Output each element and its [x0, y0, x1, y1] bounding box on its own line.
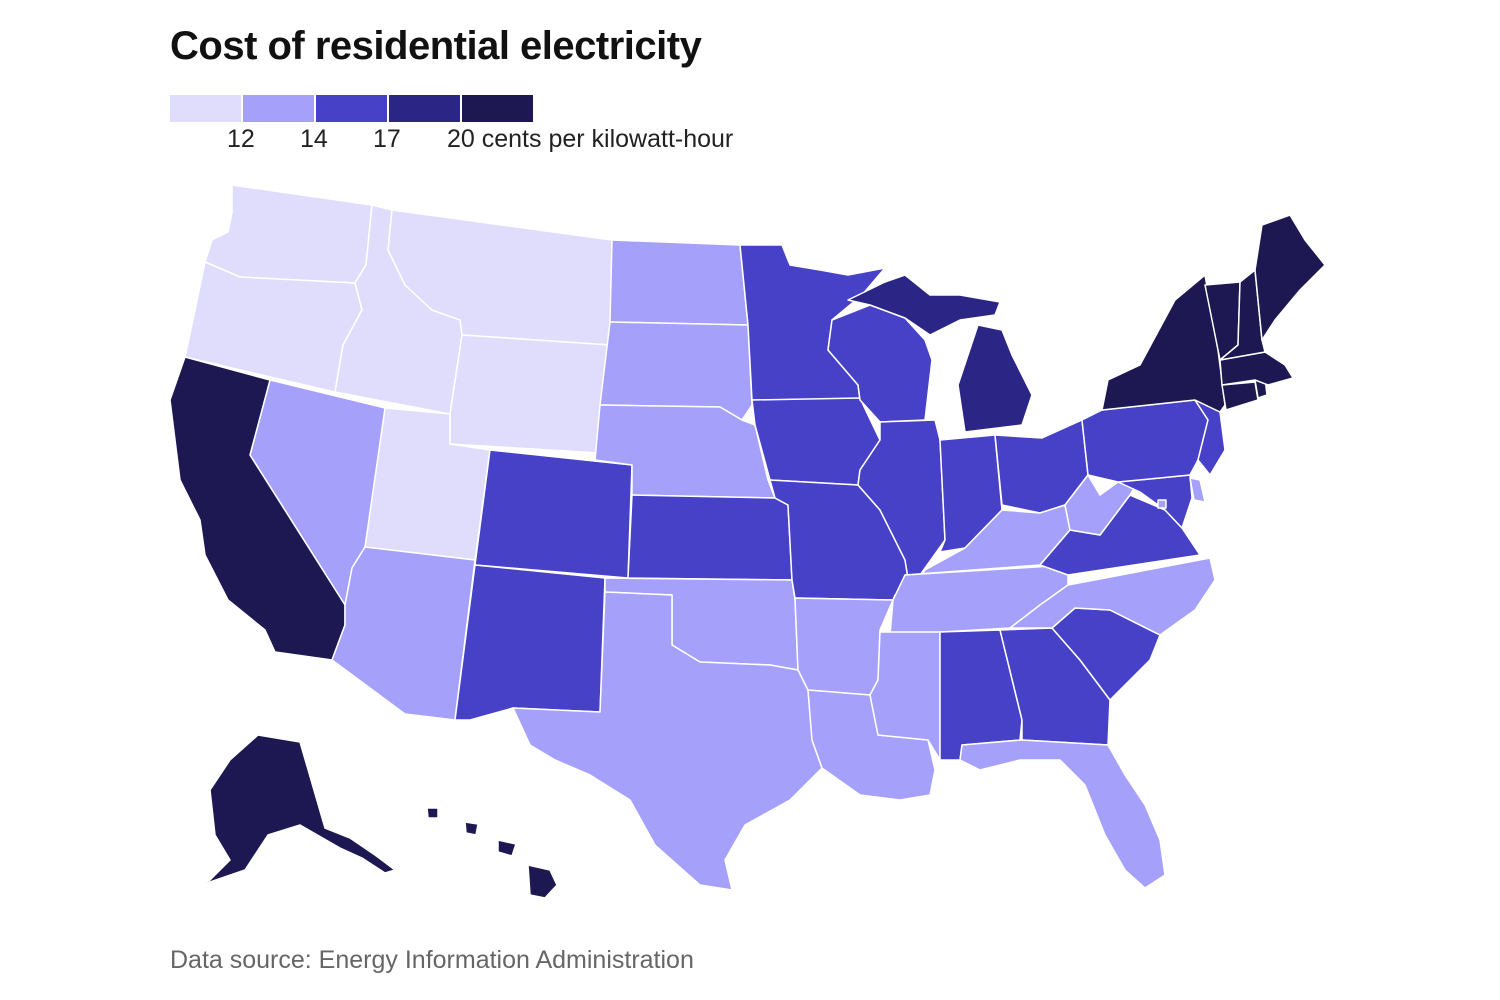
- state-DE: [1189, 477, 1206, 503]
- state-MI: [957, 324, 1033, 433]
- state-AZ: [331, 546, 476, 721]
- legend-swatch-tier3: [316, 95, 387, 122]
- map-title: Cost of residential electricity: [170, 24, 702, 68]
- legend-swatch-tier2: [243, 95, 314, 122]
- state-WA: [204, 184, 373, 284]
- legend-swatch-tier4: [389, 95, 460, 122]
- state-HI-kauai: [426, 807, 439, 819]
- state-CT: [1221, 381, 1259, 411]
- state-AK: [179, 734, 396, 901]
- state-ND: [609, 239, 749, 326]
- state-CO: [474, 449, 633, 579]
- state-HI-oahu: [464, 821, 479, 836]
- data-source-note: Data source: Energy Information Administ…: [170, 946, 694, 974]
- legend-tick-17: 17: [373, 125, 401, 153]
- state-HI-big: [527, 864, 558, 899]
- state-DC: [1157, 499, 1167, 509]
- state-HI-maui: [497, 839, 517, 857]
- state-NE: [594, 404, 776, 499]
- legend-tick-12: 12: [227, 125, 255, 153]
- state-KS: [627, 494, 793, 581]
- state-NM: [454, 564, 606, 721]
- legend-swatch-tier5: [462, 95, 533, 122]
- state-NC: [1009, 557, 1216, 636]
- state-FL: [959, 739, 1166, 889]
- state-KY: [904, 504, 1071, 591]
- state-ME: [1254, 214, 1326, 341]
- legend-swatch-tier1: [170, 95, 241, 122]
- color-legend: 12 14 17 20 cents per kilowatt-hour: [170, 95, 790, 155]
- state-MI-upper: [847, 274, 1001, 336]
- state-CA: [169, 356, 346, 661]
- legend-tick-14: 14: [300, 125, 328, 153]
- state-PA: [1081, 399, 1209, 483]
- state-MA: [1219, 351, 1294, 386]
- state-TX: [512, 591, 823, 891]
- state-WY: [449, 334, 611, 454]
- legend-tick-20-units: 20 cents per kilowatt-hour: [447, 125, 734, 153]
